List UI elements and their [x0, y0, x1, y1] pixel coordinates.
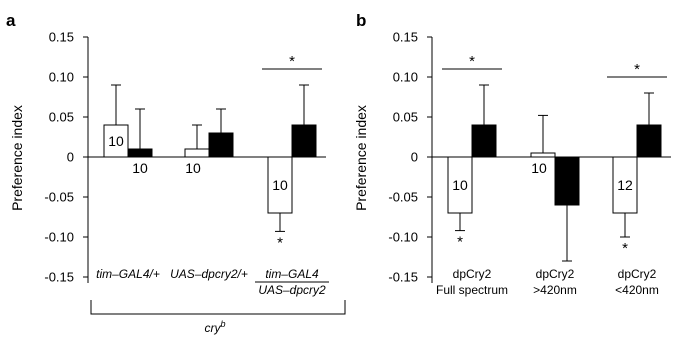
- bar-white: [267, 156, 293, 214]
- category-label: dpCry2: [536, 267, 575, 281]
- y-tick-label: -0.15: [388, 270, 418, 285]
- bar-black: [471, 124, 497, 158]
- sample-size-label: 10: [272, 177, 288, 193]
- bar-black: [127, 148, 153, 158]
- significance-star: *: [289, 53, 295, 70]
- category-label: UAS–dpcry2/+: [170, 267, 248, 281]
- genotype-bracket-line: [90, 300, 346, 315]
- panel-b-chart: b Preference index 0.15 0.10 0.05 0 -0.05 -0.…: [353, 11, 671, 297]
- y-tick-label: 0: [67, 150, 74, 165]
- bar-black: [291, 124, 317, 158]
- significance-star: *: [634, 61, 640, 78]
- significance-star: *: [469, 53, 475, 70]
- y-tick-label: -0.10: [388, 230, 418, 245]
- category-label: dpCry2: [453, 267, 492, 281]
- y-tick-label: 0.05: [49, 110, 74, 125]
- category-label-second-line: Full spectrum: [436, 283, 508, 297]
- significance-star: *: [622, 240, 628, 257]
- significance-star: *: [277, 234, 283, 251]
- cry-superscript: b: [220, 319, 225, 329]
- sample-size-label: 10: [296, 133, 312, 149]
- y-tick-label: -0.05: [388, 190, 418, 205]
- sample-size-label: 10: [213, 137, 229, 153]
- panel-b-y-axis-label: Preference index: [353, 105, 369, 211]
- sample-size-label: 10: [132, 160, 148, 176]
- y-tick-label: 0: [411, 150, 418, 165]
- genotype-bracket: cryb: [90, 300, 346, 335]
- bar-white: [530, 152, 556, 158]
- category-label: dpCry2: [618, 267, 657, 281]
- panel-a-letter: a: [6, 11, 16, 30]
- sample-size-label: 10: [476, 133, 492, 149]
- sample-size-label: 12: [617, 177, 633, 193]
- category-label-second-line: <420nm: [615, 283, 659, 297]
- y-tick-label: 0.10: [49, 70, 74, 85]
- genotype-bracket-label: cryb: [204, 319, 225, 335]
- y-tick-label: 0.15: [393, 30, 418, 45]
- y-tick-label: 0.15: [49, 30, 74, 45]
- y-tick-label: 0.10: [393, 70, 418, 85]
- sample-size-label: 10: [531, 160, 547, 176]
- y-tick-label: 0.05: [393, 110, 418, 125]
- category-label-second-line: >420nm: [533, 283, 577, 297]
- category-label: tim–GAL4/+: [96, 267, 160, 281]
- bar-black: [636, 124, 662, 158]
- panel-b-letter: b: [356, 11, 366, 30]
- panel-a-y-axis-label: Preference index: [9, 105, 25, 211]
- y-tick-label: -0.15: [44, 270, 74, 285]
- cry-label: cry: [204, 321, 221, 335]
- y-tick-label: -0.10: [44, 230, 74, 245]
- sample-size-label: 10: [108, 133, 124, 149]
- category-label: tim–GAL4: [265, 267, 319, 281]
- panel-a-chart: a Preference index 0.15 0.10 0.05 0 -0.05 -0.…: [6, 11, 329, 297]
- significance-star: *: [457, 234, 463, 251]
- y-tick-label: -0.05: [44, 190, 74, 205]
- sample-size-label: 12: [641, 133, 657, 149]
- category-label-second-line: UAS–dpcry2: [258, 283, 326, 297]
- sample-size-label: 10: [452, 177, 468, 193]
- sample-size-label: 10: [185, 160, 201, 176]
- bar-white: [184, 148, 210, 158]
- sample-size-label: 10: [559, 173, 575, 189]
